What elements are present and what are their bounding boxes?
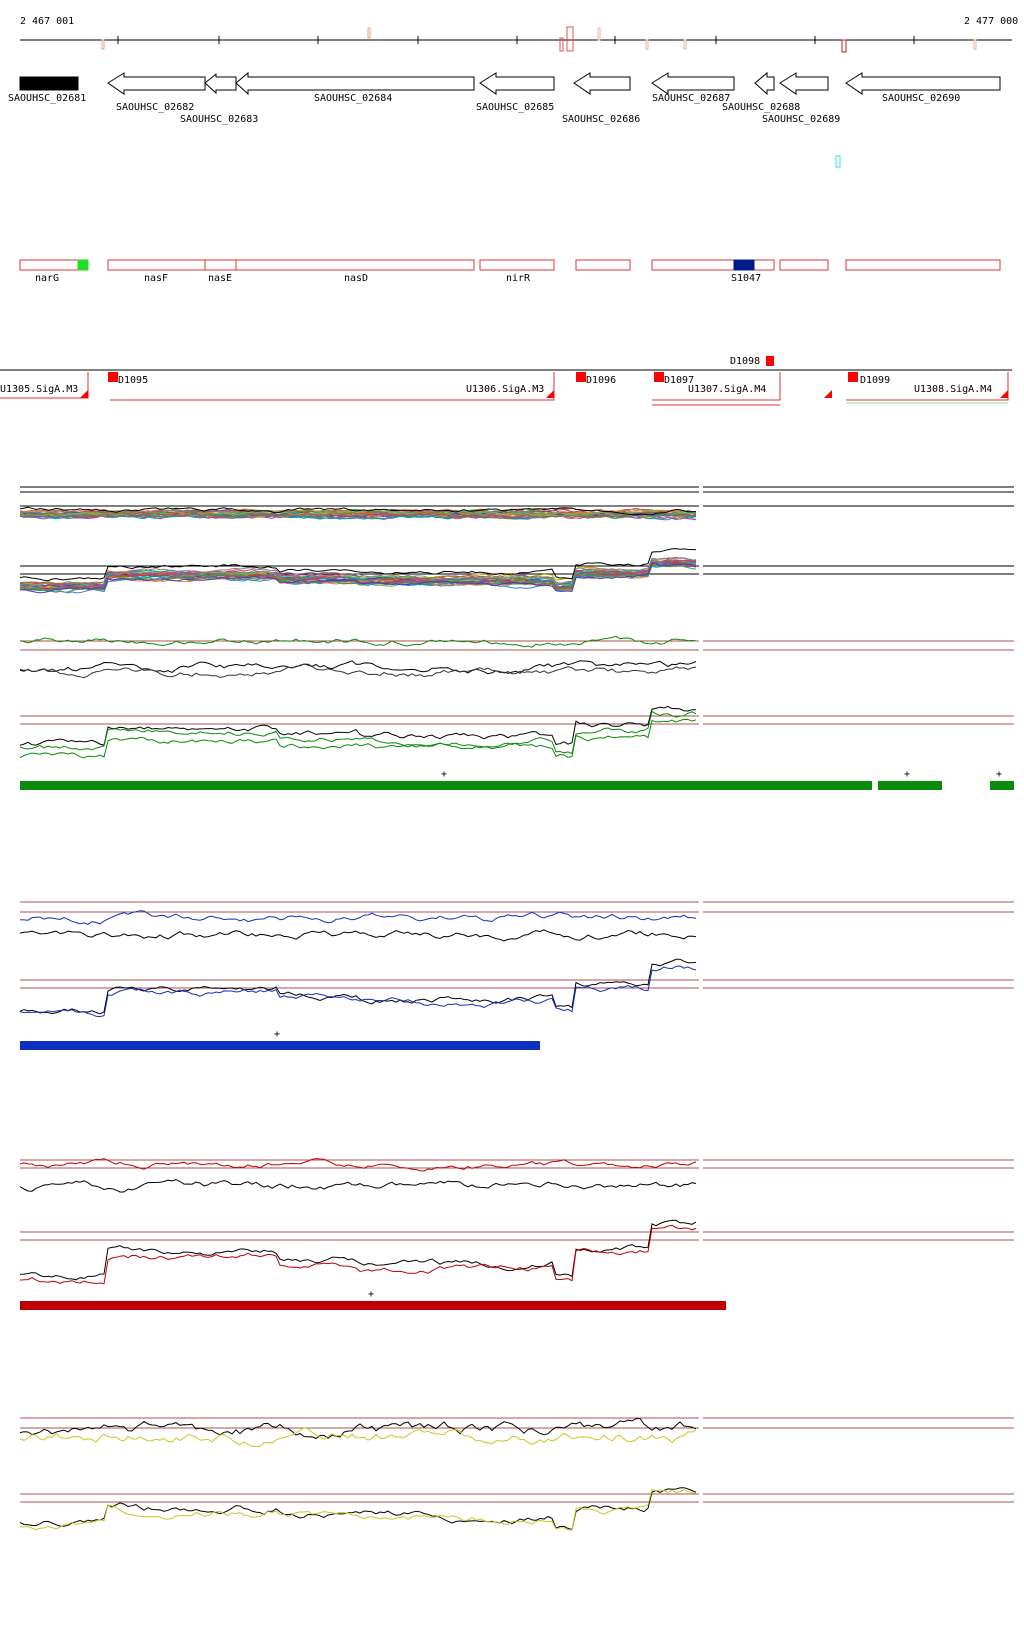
region-label: S1047 [731, 273, 761, 284]
segment-label: D1096 [586, 375, 616, 386]
gene-label: SAOUHSC_02689 [762, 114, 840, 125]
segment-label: U1306.SigA.M3 [466, 384, 544, 395]
gene-label: SAOUHSC_02687 [652, 93, 730, 104]
segment-label: D1098 [730, 356, 760, 367]
blue-expression-panel [19, 888, 1014, 1020]
gene-arrow-02685[interactable] [479, 72, 555, 95]
ruler-end-label: 2 477 000 [964, 16, 1018, 27]
region-label: nasF [144, 273, 168, 284]
red-expression-panel [19, 1150, 1014, 1285]
green-coverage-bar [990, 781, 1014, 790]
yellow-expression-panel [19, 1408, 1014, 1531]
region-label: nasD [344, 273, 368, 284]
segment-label: D1095 [118, 375, 148, 386]
gene-track [19, 71, 1001, 96]
gene-label: SAOUHSC_02690 [882, 93, 960, 104]
segment-label: U1308.SigA.M4 [914, 384, 992, 395]
region-track [19, 259, 1001, 271]
gene-arrow-02690[interactable] [845, 72, 1001, 95]
multi-condition-expression-panel [19, 480, 1014, 600]
plus-marker: + [996, 769, 1002, 780]
segment-label: D1099 [860, 375, 890, 386]
ruler-feature-marks [101, 26, 977, 53]
gene-label: SAOUHSC_02686 [562, 114, 640, 125]
green-expression-panel [19, 630, 1014, 760]
segment-label: D1097 [664, 375, 694, 386]
gene-arrow-02687[interactable] [651, 72, 735, 95]
segment-track: U1305.SigA.M3 D1095 U1306.SigA.M3 D1096 … [0, 356, 1012, 406]
gene-arrow-02686[interactable] [573, 72, 631, 95]
region-labels: narG nasF nasE nasD nirR S1047 [35, 273, 761, 284]
gene-arrow-02689[interactable] [779, 72, 829, 95]
position-ruler: 2 467 001 2 477 000 [20, 16, 1018, 53]
red-coverage-bar [20, 1301, 726, 1310]
gene-labels: SAOUHSC_02681 SAOUHSC_02682 SAOUHSC_0268… [8, 93, 960, 125]
gene-label: SAOUHSC_02684 [314, 93, 392, 104]
gene-block-02681[interactable] [19, 76, 79, 91]
plus-marker: + [904, 769, 910, 780]
plus-marker: + [274, 1029, 280, 1040]
green-coverage-bar [20, 781, 872, 790]
gene-label: SAOUHSC_02688 [722, 102, 800, 113]
gene-label: SAOUHSC_02681 [8, 93, 86, 104]
gene-arrow-02683[interactable] [204, 72, 237, 95]
region-label: narG [35, 273, 59, 284]
segment-label: U1307.SigA.M4 [688, 384, 766, 395]
blue-coverage-bar [20, 1041, 540, 1050]
cyan-marker [835, 155, 841, 168]
gene-arrow-02688[interactable] [754, 71, 775, 96]
ruler-start-label: 2 467 001 [20, 16, 74, 27]
gene-label: SAOUHSC_02682 [116, 102, 194, 113]
region-label: nasE [208, 273, 232, 284]
plus-marker: + [368, 1289, 374, 1300]
green-coverage-bar [878, 781, 942, 790]
plus-marker: + [441, 769, 447, 780]
ruler-ticks [117, 36, 915, 44]
gene-label: SAOUHSC_02685 [476, 102, 554, 113]
region-label: nirR [506, 273, 531, 284]
segment-label: U1305.SigA.M3 [0, 384, 78, 395]
gene-label: SAOUHSC_02683 [180, 114, 258, 125]
gene-arrow-02682[interactable] [107, 72, 206, 95]
gene-arrow-02684[interactable] [235, 71, 475, 96]
